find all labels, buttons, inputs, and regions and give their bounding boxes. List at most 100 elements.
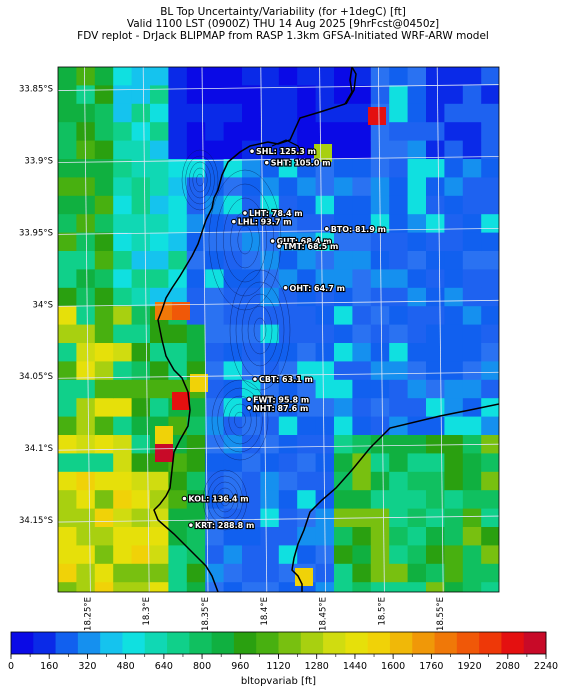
colorbar-tick-label: 480 — [117, 661, 135, 672]
colorbar-tick-label: 640 — [155, 661, 173, 672]
field-cell — [205, 435, 225, 454]
field-cell — [186, 306, 206, 326]
field-cell — [58, 343, 77, 362]
field-cell — [334, 416, 353, 436]
field-cell — [278, 398, 298, 418]
field-cell — [407, 582, 427, 592]
field-cell — [444, 490, 464, 510]
field-cell — [168, 251, 188, 270]
field-cell — [444, 582, 464, 592]
field-cell — [186, 214, 206, 234]
field-cell — [462, 508, 482, 528]
field-cell — [444, 122, 464, 142]
colorbar-tick-label: 1120 — [266, 661, 290, 672]
terrain-contour — [241, 293, 279, 367]
field-cell — [334, 232, 353, 252]
colorbar-tick-label: 1440 — [343, 661, 367, 672]
field-cell — [389, 269, 409, 289]
field-cell — [334, 140, 353, 160]
graticule-line — [142, 67, 150, 592]
field-cell — [462, 269, 482, 289]
field-cell — [131, 195, 151, 215]
colorbar-tick-label: 1920 — [457, 661, 481, 672]
field-cell — [58, 324, 77, 344]
field-cell — [426, 103, 445, 123]
field-cell — [76, 361, 96, 381]
field-cell — [407, 103, 427, 123]
field-cell — [426, 214, 445, 234]
field-cell — [462, 324, 482, 344]
field-cell — [186, 563, 206, 583]
field-cell — [131, 214, 151, 234]
terrain-contour — [215, 487, 235, 513]
field-cell — [389, 140, 409, 160]
station-marker-kol — [181, 495, 188, 502]
colorbar-swatch — [501, 632, 525, 654]
field-cell — [426, 343, 445, 362]
field-cell — [205, 251, 225, 270]
colorbar-swatch — [523, 632, 547, 654]
field-cell — [260, 122, 280, 142]
field-cell — [113, 563, 133, 583]
station-label-gut: GUT: 68.4 m — [277, 237, 332, 246]
field-cell — [370, 582, 390, 592]
field-cell — [352, 140, 372, 160]
colorbar-swatch — [456, 632, 480, 654]
field-cell — [389, 361, 409, 381]
field-cell — [444, 361, 464, 381]
lat-tick-label: 34.15°S — [19, 516, 53, 526]
field-cell — [407, 306, 427, 326]
field-cell — [223, 324, 243, 344]
field-cell — [407, 159, 427, 178]
field-cell — [168, 140, 188, 160]
colorbar-swatch — [412, 632, 435, 654]
colorbar-swatch — [479, 632, 502, 654]
field-cell — [223, 251, 243, 270]
field-cell — [426, 140, 445, 160]
field-cell — [334, 490, 353, 510]
field-cell — [462, 379, 482, 399]
field-cell — [481, 159, 499, 178]
field-cell — [462, 122, 482, 142]
field-cell — [426, 453, 445, 473]
field-cell — [426, 269, 445, 289]
field-cell — [481, 195, 499, 215]
field-cell — [186, 269, 206, 289]
terrain-contour — [222, 395, 258, 445]
terrain-contour — [211, 481, 239, 519]
field-cell — [94, 159, 114, 178]
field-cell — [94, 379, 114, 399]
field-cell — [76, 582, 96, 592]
field-cell — [407, 177, 427, 197]
field-cell — [150, 103, 169, 123]
field-cell — [389, 177, 409, 197]
field-cell — [242, 159, 261, 178]
coastline — [153, 67, 499, 592]
field-cell — [297, 140, 317, 160]
field-cell — [297, 471, 317, 491]
field-cell — [444, 251, 464, 270]
field-cell — [186, 527, 206, 546]
field-cell — [186, 122, 206, 142]
field-cell — [389, 471, 409, 491]
colorbar: 0 160 320 480 640 800 960 1120 1280 1440 1600 1760 1… — [8, 631, 558, 687]
field-cell — [223, 416, 243, 436]
field-cell — [481, 508, 499, 528]
field-cell — [462, 214, 482, 234]
field-cell — [205, 471, 225, 491]
field-cell — [462, 563, 482, 583]
field-cell — [426, 85, 445, 105]
field-cell — [297, 435, 317, 454]
field-cell — [297, 490, 317, 510]
field-cell — [76, 453, 96, 473]
field-cell — [426, 122, 445, 142]
field-cell — [370, 435, 390, 454]
field-cell — [223, 306, 243, 326]
field-cell — [150, 471, 169, 491]
colorbar-swatch — [167, 632, 190, 654]
field-cell — [58, 232, 77, 252]
field-cell — [407, 527, 427, 546]
field-cell — [205, 490, 225, 510]
field-cell — [444, 453, 464, 473]
field-cell — [426, 177, 445, 197]
